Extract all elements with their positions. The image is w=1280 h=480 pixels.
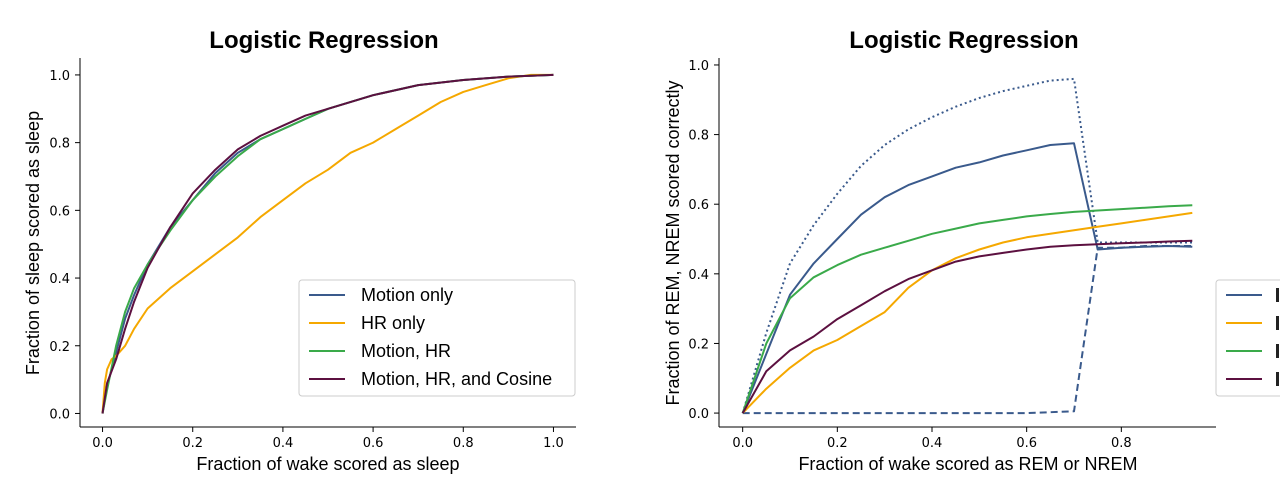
- left-legend-label: Motion, HR: [361, 341, 451, 361]
- right-legend-frame: [1215, 279, 1280, 397]
- right-chart-panel: Logistic Regression Fraction of wake sco…: [663, 27, 1280, 474]
- left-y-tick-label: 1.0: [49, 69, 70, 84]
- left-x-tick-label: 0.6: [363, 436, 384, 451]
- left-y-tick-label: 0.4: [49, 272, 70, 287]
- left-legend-frame: [298, 279, 576, 397]
- right-series-line-4: [741, 204, 1193, 414]
- right-y-tick-label: 0.2: [688, 337, 709, 352]
- right-x-tick-label: 0.2: [827, 436, 848, 451]
- left-legend-label: Motion, HR, and Cosine: [361, 369, 552, 389]
- right-y-tick-label: 0.0: [688, 407, 709, 422]
- right-legend-label-clipped: [1276, 288, 1279, 302]
- left-legend-label: Motion only: [361, 285, 453, 305]
- left-x-tick-label: 0.8: [453, 436, 474, 451]
- right-x-tick-label: 0.6: [1016, 436, 1037, 451]
- right-chart-title: Logistic Regression: [849, 27, 1078, 54]
- left-x-axis-label: Fraction of wake scored as sleep: [196, 454, 459, 474]
- left-legend-label: HR only: [361, 313, 425, 333]
- right-series-line-5: [741, 239, 1193, 414]
- left-x-tick-label: 1.0: [543, 436, 564, 451]
- right-series-line-0: [741, 142, 1193, 414]
- right-legend-label-clipped: [1276, 372, 1279, 386]
- right-x-axis-label: Fraction of wake scored as REM or NREM: [798, 454, 1137, 474]
- right-legend-label-clipped: [1276, 344, 1279, 358]
- left-y-tick-label: 0.2: [49, 340, 70, 355]
- left-chart-title: Logistic Regression: [209, 27, 438, 54]
- right-x-tick-label: 0.8: [1111, 436, 1132, 451]
- left-legend: Motion only HR only Motion, HR Motion, HR, …: [298, 279, 576, 397]
- right-x-tick-label: 0.4: [922, 436, 943, 451]
- left-x-tick-label: 0.2: [182, 436, 203, 451]
- right-series-line-2: [742, 245, 1193, 415]
- right-y-tick-label: 0.4: [688, 268, 709, 283]
- right-series-line-3: [741, 211, 1193, 414]
- left-chart-panel: Logistic Regression Fraction of wake sco…: [23, 27, 576, 474]
- right-y-axis-label: Fraction of REM, NREM scored correctly: [663, 80, 683, 405]
- left-y-axis-label: Fraction of sleep scored as sleep: [23, 111, 43, 375]
- left-series-line-3: [101, 73, 554, 414]
- right-legend-label-clipped: [1276, 316, 1279, 330]
- right-legend-clipped: [1215, 279, 1280, 397]
- left-x-tick-label: 0.4: [273, 436, 294, 451]
- left-y-tick-label: 0.0: [49, 407, 70, 422]
- right-x-tick-label: 0.0: [732, 436, 753, 451]
- left-y-tick-label: 0.8: [49, 137, 70, 152]
- right-y-tick-label: 0.8: [688, 129, 709, 144]
- left-x-tick-label: 0.0: [92, 436, 113, 451]
- right-y-tick-label: 0.6: [688, 198, 709, 213]
- left-y-tick-label: 0.6: [49, 204, 70, 219]
- right-y-tick-label: 1.0: [688, 59, 709, 74]
